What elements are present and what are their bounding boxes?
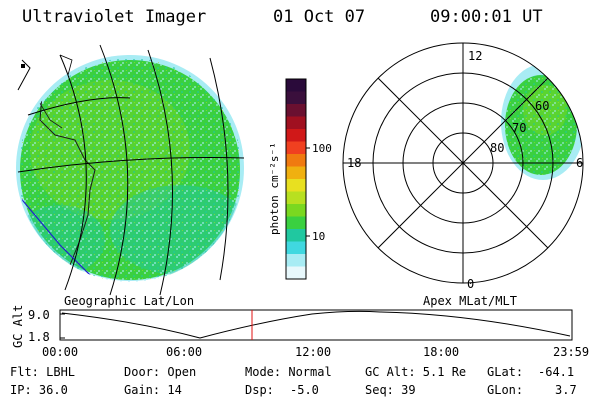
mlt-label-12: 12 (468, 49, 482, 63)
mlt-label-0: 0 (467, 277, 474, 291)
altitude-xtick-1200: 12:00 (295, 345, 332, 359)
altitude-ylabel: GC Alt (11, 305, 25, 348)
colorbar-swatch (286, 116, 306, 130)
mode-info: Mode: Normal (245, 365, 332, 379)
filter-info: Flt: LBHL (10, 365, 76, 379)
colorbar-swatch (286, 241, 306, 255)
gc-alt-info: GC Alt: 5.1 Re (365, 365, 467, 379)
colorbar-frame (285, 78, 307, 280)
dsp-value: -5.0 (290, 383, 319, 397)
gain-info: Gain: 14 (124, 383, 182, 397)
date-label: 01 Oct 07 (273, 7, 366, 27)
colorbar-tick-label-10: 10 (312, 230, 325, 243)
glat-label: GLat: (487, 365, 524, 379)
colorbar-swatch (286, 104, 306, 117)
colorbar-swatch (286, 266, 306, 280)
altitude-ytick-9: 9.0 (28, 308, 50, 322)
instrument-title: Ultraviolet Imager (22, 7, 207, 27)
colorbar-swatch (286, 91, 306, 105)
glat-value: -64.1 (538, 365, 575, 379)
colorbar-swatch (286, 229, 306, 242)
colorbar-tick-label-100: 100 (312, 142, 332, 155)
glon-value: 3.7 (555, 383, 577, 397)
time-label: 09:00:01 UT (430, 7, 543, 27)
dsp-label: Dsp: (245, 383, 274, 397)
glon-label: GLon: (487, 383, 524, 397)
seq-info: Seq: 39 (365, 383, 416, 397)
altitude-xtick-0000: 00:00 (42, 345, 79, 359)
terminator-line (18, 194, 101, 282)
geo-grid (17, 44, 245, 296)
altitude-xtick-0600: 06:00 (166, 345, 203, 359)
door-info: Door: Open (124, 365, 197, 379)
colorbar-swatch (286, 129, 306, 142)
polar-plot: 12 18 6 0 60 70 80 (342, 42, 584, 291)
lat-label-60: 60 (535, 99, 549, 113)
altitude-plot: GC Alt 9.0 1.8 Geographic Lat/Lon Apex M… (11, 294, 573, 348)
altitude-curve (61, 310, 571, 339)
lat-label-70: 70 (512, 121, 526, 135)
altitude-xtick-2359: 23:59 (553, 345, 590, 359)
geographic-label: Geographic Lat/Lon (64, 294, 194, 308)
colorbar-swatch (286, 141, 306, 155)
colorbar-unit-label: photon cm⁻²s⁻¹ (268, 142, 281, 235)
polar-grid (342, 42, 584, 284)
geographic-image (16, 44, 245, 296)
lat-label-80: 80 (490, 141, 504, 155)
altitude-ytick-1-8: 1.8 (28, 330, 50, 344)
colorbar-swatch (286, 191, 306, 205)
colorbar-swatch (286, 79, 306, 92)
ip-info: IP: 36.0 (10, 383, 68, 397)
colorbar-swatch (286, 204, 306, 217)
altitude-xtick-1800: 18:00 (423, 345, 460, 359)
mlt-label-18: 18 (347, 156, 361, 170)
apex-label: Apex MLat/MLT (423, 294, 517, 308)
colorbar (286, 79, 306, 280)
colorbar-swatch (286, 154, 306, 167)
colorbar-swatch (286, 166, 306, 180)
colorbar-swatch (286, 179, 306, 192)
mlt-label-6: 6 (576, 156, 583, 170)
colorbar-swatch (286, 254, 306, 267)
colorbar-swatch (286, 216, 306, 230)
altitude-plot-frame (59, 309, 573, 341)
